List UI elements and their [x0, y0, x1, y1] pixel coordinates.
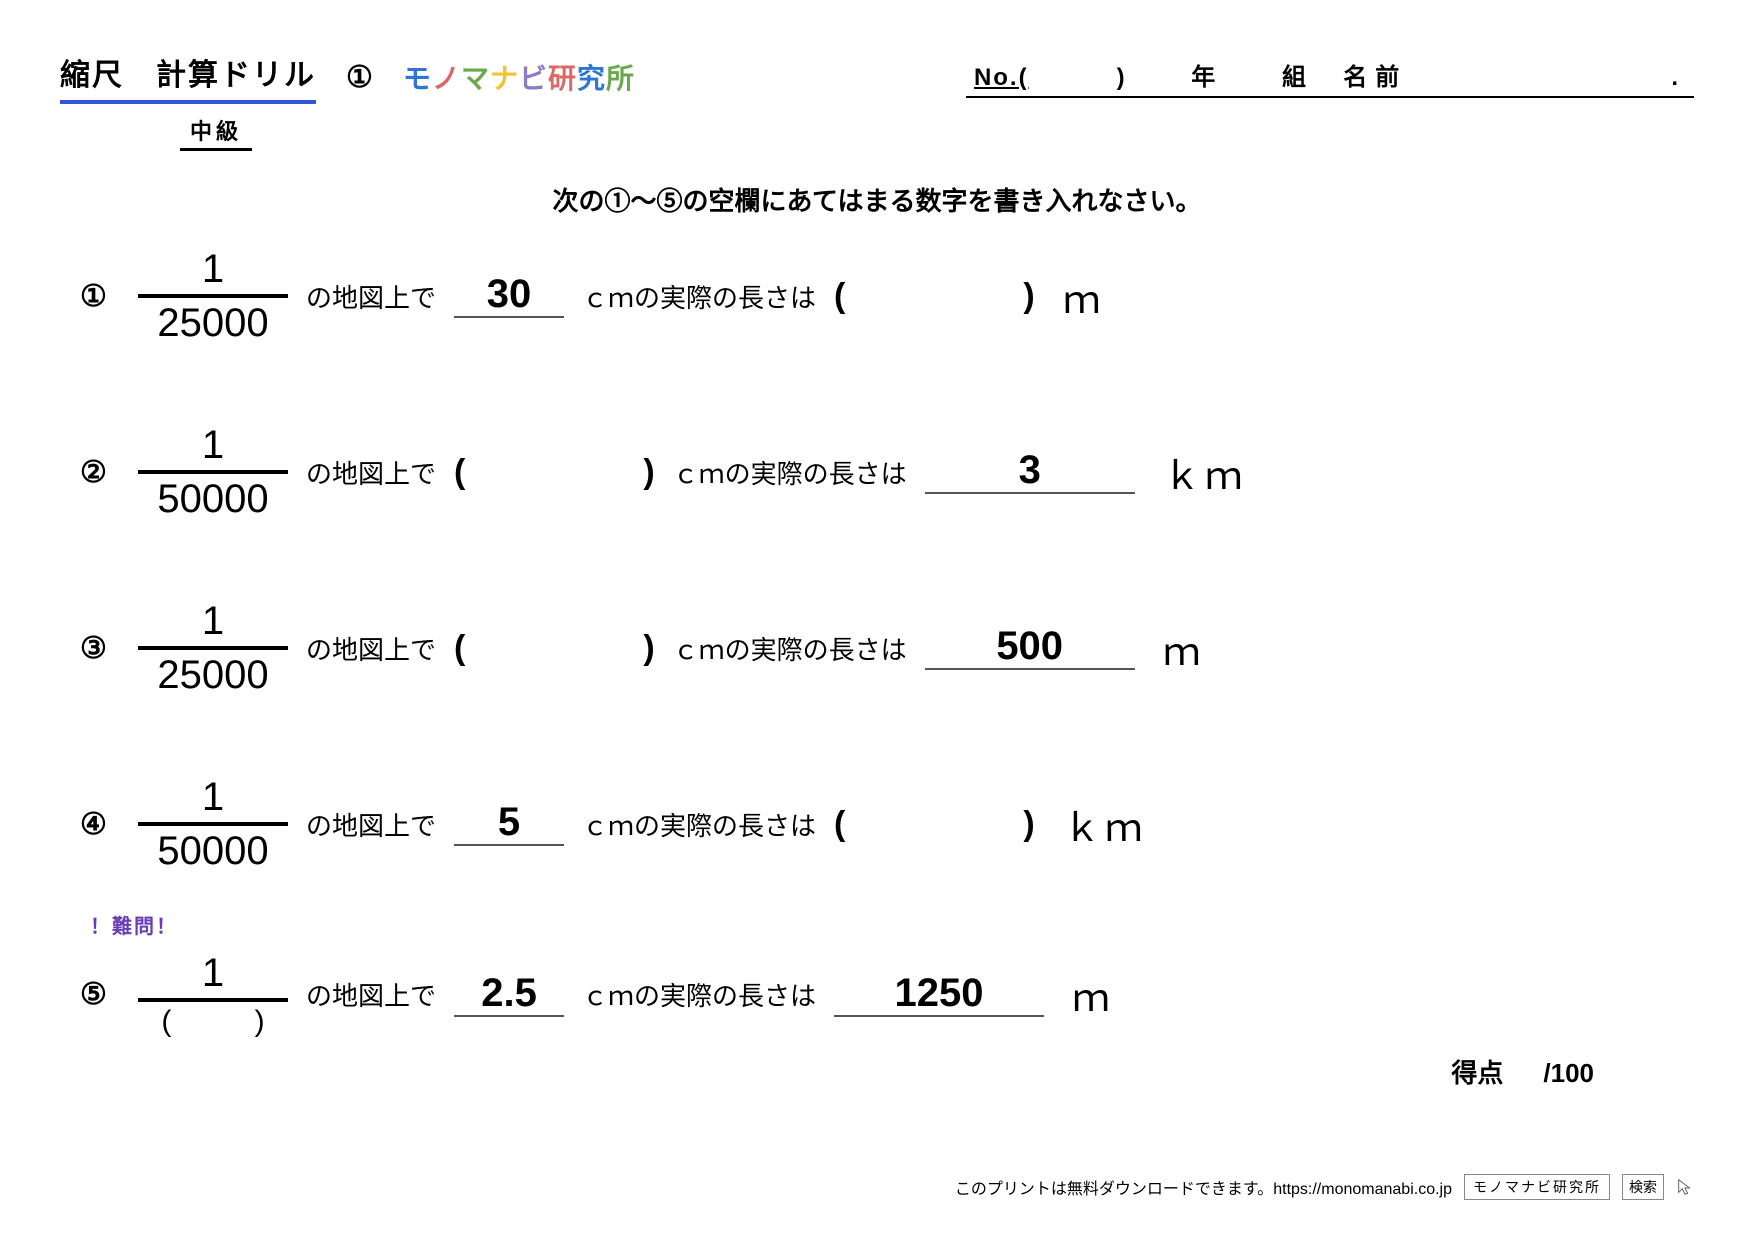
- fraction-numerator: 1: [194, 776, 232, 818]
- fraction-numerator: 1: [194, 600, 232, 642]
- scale-fraction: 1 25000: [138, 600, 288, 696]
- footer-text: このプリントは無料ダウンロードできます。https://monomanabi.c…: [955, 1175, 1452, 1199]
- text-segment: ｃｍの実際の長さは: [673, 630, 907, 667]
- real-length-value: 1250: [834, 973, 1044, 1017]
- hard-badge: ！難問！: [90, 910, 178, 939]
- unit-label: ｋｍ: [1163, 445, 1247, 500]
- student-info-line: No.( ) 年 組 名前 .: [966, 57, 1694, 98]
- level-row: 中級: [180, 114, 1694, 151]
- footer: このプリントは無料ダウンロードできます。https://monomanabi.c…: [955, 1174, 1694, 1200]
- unit-label: ｋｍ: [1063, 797, 1147, 852]
- problem-row: ！難問！⑤1( )の地図上で2.5ｃｍの実際の長さは1250ｍ: [80, 952, 1694, 1038]
- scale-fraction: 1 25000: [138, 248, 288, 344]
- scale-fraction: 1 50000: [138, 776, 288, 872]
- real-length-value: 3: [925, 450, 1135, 494]
- text-segment: ｃｍの実際の長さは: [582, 806, 816, 843]
- brand-logo: モノマナビ研究所: [403, 57, 635, 97]
- unit-label: ｍ: [1163, 621, 1205, 676]
- problem-number: ④: [80, 807, 120, 842]
- fraction-denominator: 50000: [149, 830, 276, 872]
- text-segment: の地図上で: [306, 454, 436, 491]
- footer-search-box: モノマナビ研究所: [1464, 1174, 1610, 1200]
- problems-list: ① 1 25000 の地図上で 30 ｃｍの実際の長さは () ｍ ② 1 50000 の地図上で ()…: [60, 248, 1694, 1038]
- real-length-blank[interactable]: (): [834, 805, 1035, 844]
- score-max: /100: [1543, 1058, 1594, 1089]
- map-length-blank[interactable]: (): [454, 453, 655, 492]
- problem-number: ①: [80, 279, 120, 314]
- text-segment: ｃｍの実際の長さは: [582, 976, 816, 1013]
- difficulty-level: 中級: [180, 114, 252, 151]
- map-length-value: 5: [454, 802, 564, 846]
- problem-row: ③ 1 25000 の地図上で () ｃｍの実際の長さは 500 ｍ: [80, 600, 1694, 696]
- score-block: 得点 /100: [1451, 1053, 1594, 1090]
- fraction-bar: [138, 294, 288, 298]
- problem-number: ⑤: [80, 977, 120, 1012]
- text-segment: ｃｍの実際の長さは: [673, 454, 907, 491]
- scale-fraction: 1 ( ): [138, 952, 288, 1038]
- problem-number: ③: [80, 631, 120, 666]
- problem-row: ② 1 50000 の地図上で () ｃｍの実際の長さは 3 ｋｍ: [80, 424, 1694, 520]
- fraction-denominator: 25000: [149, 302, 276, 344]
- problem-row: ④ 1 50000 の地図上で 5 ｃｍの実際の長さは () ｋｍ: [80, 776, 1694, 872]
- problem-row: ① 1 25000 の地図上で 30 ｃｍの実際の長さは () ｍ: [80, 248, 1694, 344]
- fraction-numerator: 1: [194, 952, 232, 994]
- text-segment: の地図上で: [306, 976, 436, 1013]
- fraction-numerator: 1: [194, 248, 232, 290]
- map-length-value: 2.5: [454, 973, 564, 1017]
- fraction-numerator: 1: [194, 424, 232, 466]
- cursor-icon: [1676, 1178, 1694, 1196]
- map-length-blank[interactable]: (): [454, 629, 655, 668]
- text-segment: の地図上で: [306, 806, 436, 843]
- header: 縮尺 計算ドリル ① モノマナビ研究所 No.( ) 年 組 名前 .: [60, 50, 1694, 104]
- text-segment: ｃｍの実際の長さは: [582, 278, 816, 315]
- fraction-bar: [138, 646, 288, 650]
- fraction-bar: [138, 822, 288, 826]
- real-length-blank[interactable]: (): [834, 277, 1035, 316]
- fraction-denominator: 50000: [149, 478, 276, 520]
- unit-label: ｍ: [1063, 269, 1105, 324]
- text-segment: の地図上で: [306, 278, 436, 315]
- instruction-text: 次の①〜⑤の空欄にあてはまる数字を書き入れなさい。: [60, 181, 1694, 218]
- scale-fraction: 1 50000: [138, 424, 288, 520]
- unit-label: ｍ: [1072, 967, 1114, 1022]
- fraction-bar: [138, 998, 288, 1002]
- problem-number: ②: [80, 455, 120, 490]
- text-segment: の地図上で: [306, 630, 436, 667]
- footer-search-button: 検索: [1622, 1174, 1664, 1200]
- real-length-value: 500: [925, 626, 1135, 670]
- score-label: 得点: [1451, 1053, 1503, 1090]
- sheet-number: ①: [346, 60, 373, 95]
- fraction-denominator: 25000: [149, 654, 276, 696]
- fraction-bar: [138, 470, 288, 474]
- worksheet-title: 縮尺 計算ドリル: [60, 50, 316, 104]
- map-length-value: 30: [454, 274, 564, 318]
- fraction-denominator: ( ): [153, 1006, 272, 1038]
